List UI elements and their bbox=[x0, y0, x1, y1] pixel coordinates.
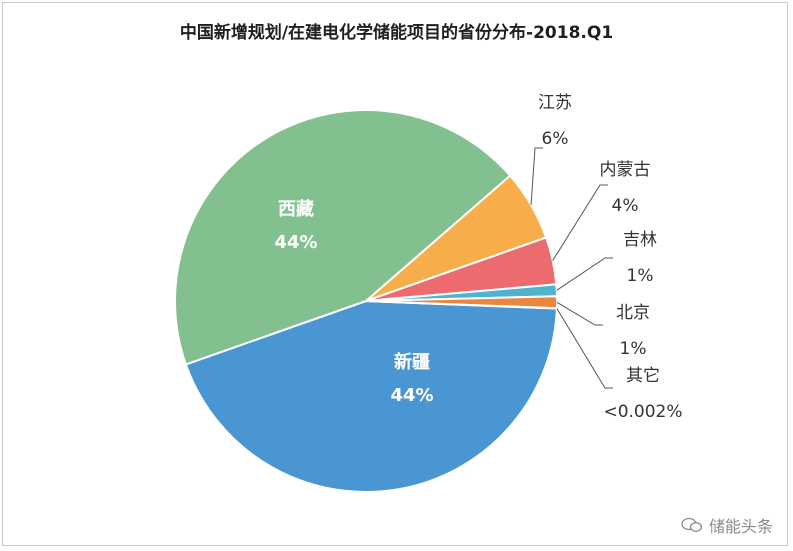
leader-line-5 bbox=[556, 301, 603, 326]
slice-value-1: 44% bbox=[274, 232, 317, 253]
slice-label-6: 其它 bbox=[626, 366, 660, 386]
pie-slice-0 bbox=[184, 299, 558, 493]
leader-line-4 bbox=[556, 257, 613, 291]
watermark: 储能头条 bbox=[681, 513, 773, 537]
slice-label-2: 江苏 bbox=[538, 93, 572, 113]
leader-line-3 bbox=[552, 184, 608, 261]
watermark-text: 储能头条 bbox=[708, 517, 773, 536]
slice-label-1: 西藏 bbox=[278, 199, 314, 220]
pie-slice-1 bbox=[174, 109, 512, 366]
slice-value-2: 6% bbox=[542, 129, 569, 149]
slice-label-5: 北京 bbox=[616, 303, 650, 323]
slice-value-4: 1% bbox=[627, 266, 654, 286]
leader-line-6 bbox=[556, 308, 613, 389]
slice-value-3: 4% bbox=[612, 196, 639, 216]
leader-line-2 bbox=[530, 147, 543, 205]
slice-label-4: 吉林 bbox=[623, 230, 657, 250]
chart-title: 中国新增规划/在建电化学储能项目的省份分布-2018.Q1 bbox=[179, 23, 614, 43]
slice-value-0: 44% bbox=[390, 385, 433, 406]
slice-label-3: 内蒙古 bbox=[600, 160, 651, 180]
wechat-icon bbox=[681, 517, 703, 533]
slice-label-0: 新疆 bbox=[394, 351, 430, 373]
slice-value-6: <0.002% bbox=[603, 402, 682, 422]
slice-value-5: 1% bbox=[620, 339, 647, 359]
